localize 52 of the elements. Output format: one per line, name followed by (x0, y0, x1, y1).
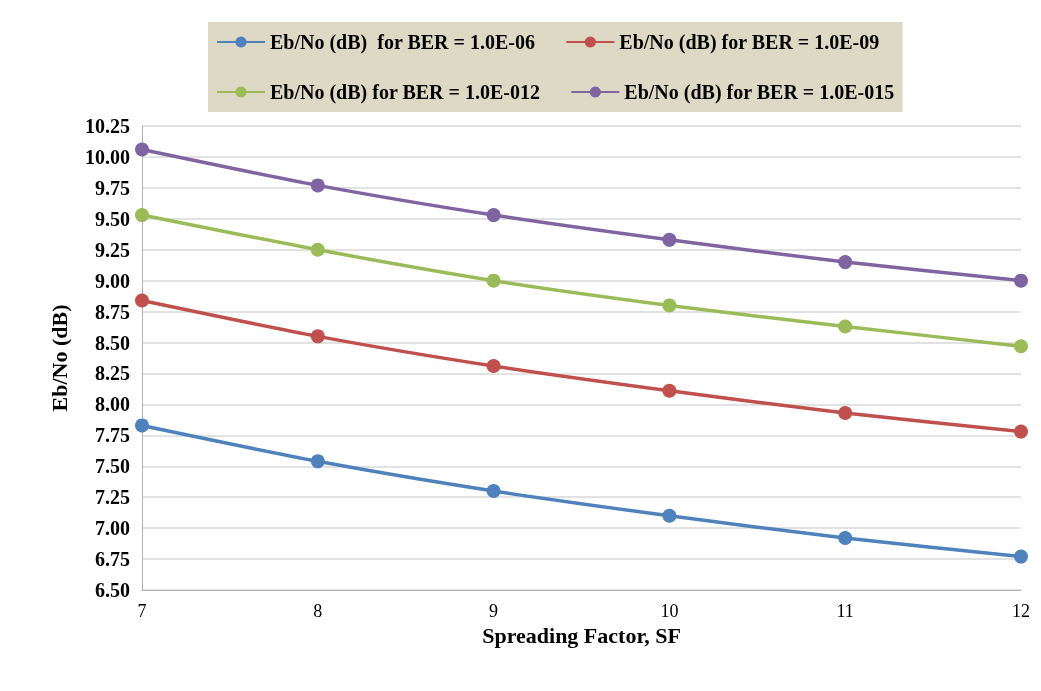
point (662, 298, 677, 313)
y-tick-label: 7.50 (95, 455, 130, 478)
point (838, 531, 853, 546)
point (662, 383, 677, 398)
point (486, 484, 501, 499)
point (1014, 339, 1028, 354)
y-tick-label: 8.50 (95, 331, 130, 354)
point (135, 418, 149, 433)
point (310, 178, 325, 193)
legend-label: Eb/No (dB) for BER = 1.0E-09 (619, 31, 880, 54)
point (486, 359, 501, 374)
x-tick-label: 7 (137, 601, 147, 621)
point (310, 329, 325, 344)
point (135, 208, 149, 223)
y-tick-label: 9.75 (95, 176, 130, 199)
y-tick-label: 10.25 (85, 115, 130, 137)
x-tick-label: 9 (489, 601, 499, 621)
point (662, 232, 677, 247)
y-tick-label: 6.75 (95, 548, 130, 571)
y-tick-label: 10.00 (85, 145, 130, 168)
x-tick-label: 10 (660, 601, 679, 621)
y-tick-label: 8.25 (95, 362, 130, 385)
y-tick-label: 7.25 (95, 486, 130, 509)
point (838, 319, 853, 334)
point (310, 242, 325, 257)
point (135, 293, 149, 308)
point (1014, 273, 1028, 288)
y-tick-label: 8.75 (95, 300, 130, 323)
y-tick-label: 8.00 (95, 393, 130, 416)
point (310, 454, 325, 469)
point (1014, 549, 1028, 564)
y-tick-label: 7.00 (95, 517, 130, 540)
y-tick-label: 6.50 (95, 579, 130, 601)
point (838, 255, 853, 270)
y-axis-title: Eb/No (dB) (46, 304, 72, 412)
x-axis-title: Spreading Factor, SF (482, 623, 681, 649)
legend-label: Eb/No (dB) for BER = 1.0E-06 (270, 31, 535, 54)
x-tick-label: 12 (1012, 601, 1030, 621)
point (1014, 424, 1028, 439)
x-tick-label: 8 (313, 601, 323, 621)
legend-label: Eb/No (dB) for BER = 1.0E-015 (624, 81, 895, 104)
point (838, 406, 853, 421)
y-tick-label: 9.50 (95, 207, 130, 230)
point (135, 142, 149, 157)
legend-label: Eb/No (dB) for BER = 1.0E-012 (270, 81, 540, 104)
y-tick-label: 9.00 (95, 269, 130, 292)
point (486, 273, 501, 288)
y-tick-label: 7.75 (95, 424, 130, 447)
y-tick-label: 9.25 (95, 238, 130, 261)
x-tick-label: 11 (836, 601, 854, 621)
point (662, 508, 677, 523)
point (486, 208, 501, 223)
